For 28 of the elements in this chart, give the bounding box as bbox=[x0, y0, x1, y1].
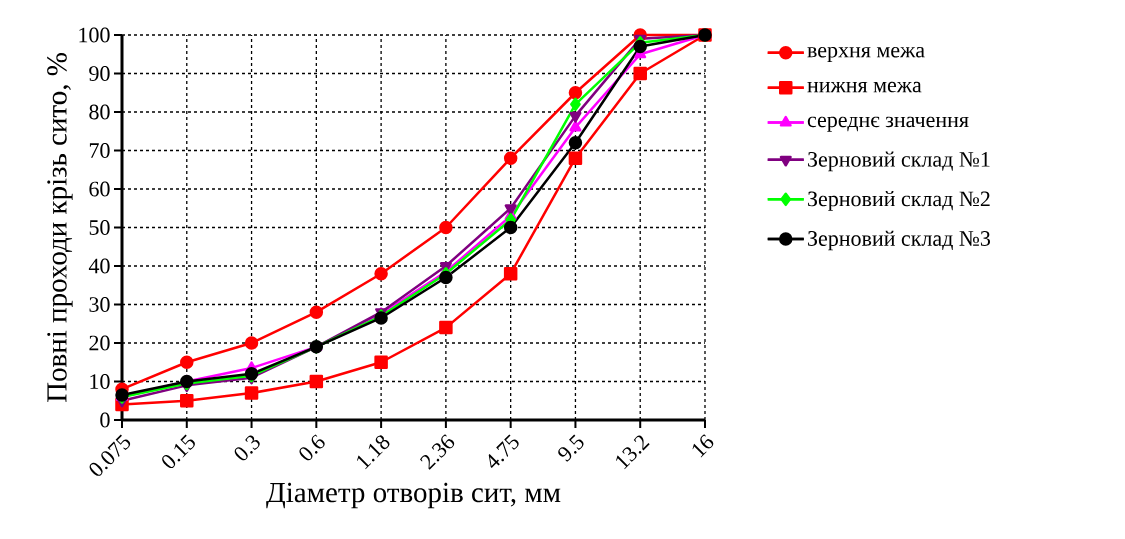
legend-label: Зерновий склад №3 bbox=[808, 230, 990, 251]
x-tick-label: 1.18 bbox=[357, 435, 390, 470]
legend-label: верхня межа bbox=[807, 46, 925, 62]
x-tick-label: 2.36 bbox=[420, 434, 455, 470]
y-tick-label: 40 bbox=[88, 258, 110, 274]
legend-label: Зерновий склад №1 bbox=[808, 151, 990, 172]
legend-label: Зерновий склад №2 bbox=[808, 191, 990, 211]
y-tick-label: 20 bbox=[89, 335, 110, 351]
y-tick-label: 0 bbox=[100, 412, 110, 428]
y-tick-label: 90 bbox=[89, 66, 110, 81]
x-axis-title: Діаметр отворів сит, мм bbox=[266, 482, 561, 509]
legend-label: середнє значення bbox=[807, 116, 969, 132]
x-tick-label: 4.75 bbox=[488, 434, 519, 468]
x-tick-label: 0.6 bbox=[299, 434, 325, 461]
x-tick-label: 0.3 bbox=[234, 435, 260, 461]
y-axis-title: Повні проходи крізь сито, % bbox=[47, 53, 73, 403]
x-tick-label: 16 bbox=[692, 434, 714, 458]
y-tick-label: 80 bbox=[89, 104, 110, 120]
y-tick-label: 50 bbox=[89, 220, 110, 235]
y-tick-label: 10 bbox=[90, 374, 110, 389]
y-tick-label: 70 bbox=[89, 143, 110, 158]
legend-label: нижня межа bbox=[807, 81, 922, 93]
x-tick-label: 0.15 bbox=[162, 434, 195, 469]
x-tick-label: 9.5 bbox=[558, 434, 584, 462]
x-tick-label: 13.2 bbox=[616, 435, 650, 470]
y-tick-label: 30 bbox=[89, 297, 110, 312]
y-tick-label: 100 bbox=[79, 27, 110, 43]
y-tick-label: 60 bbox=[89, 181, 110, 197]
